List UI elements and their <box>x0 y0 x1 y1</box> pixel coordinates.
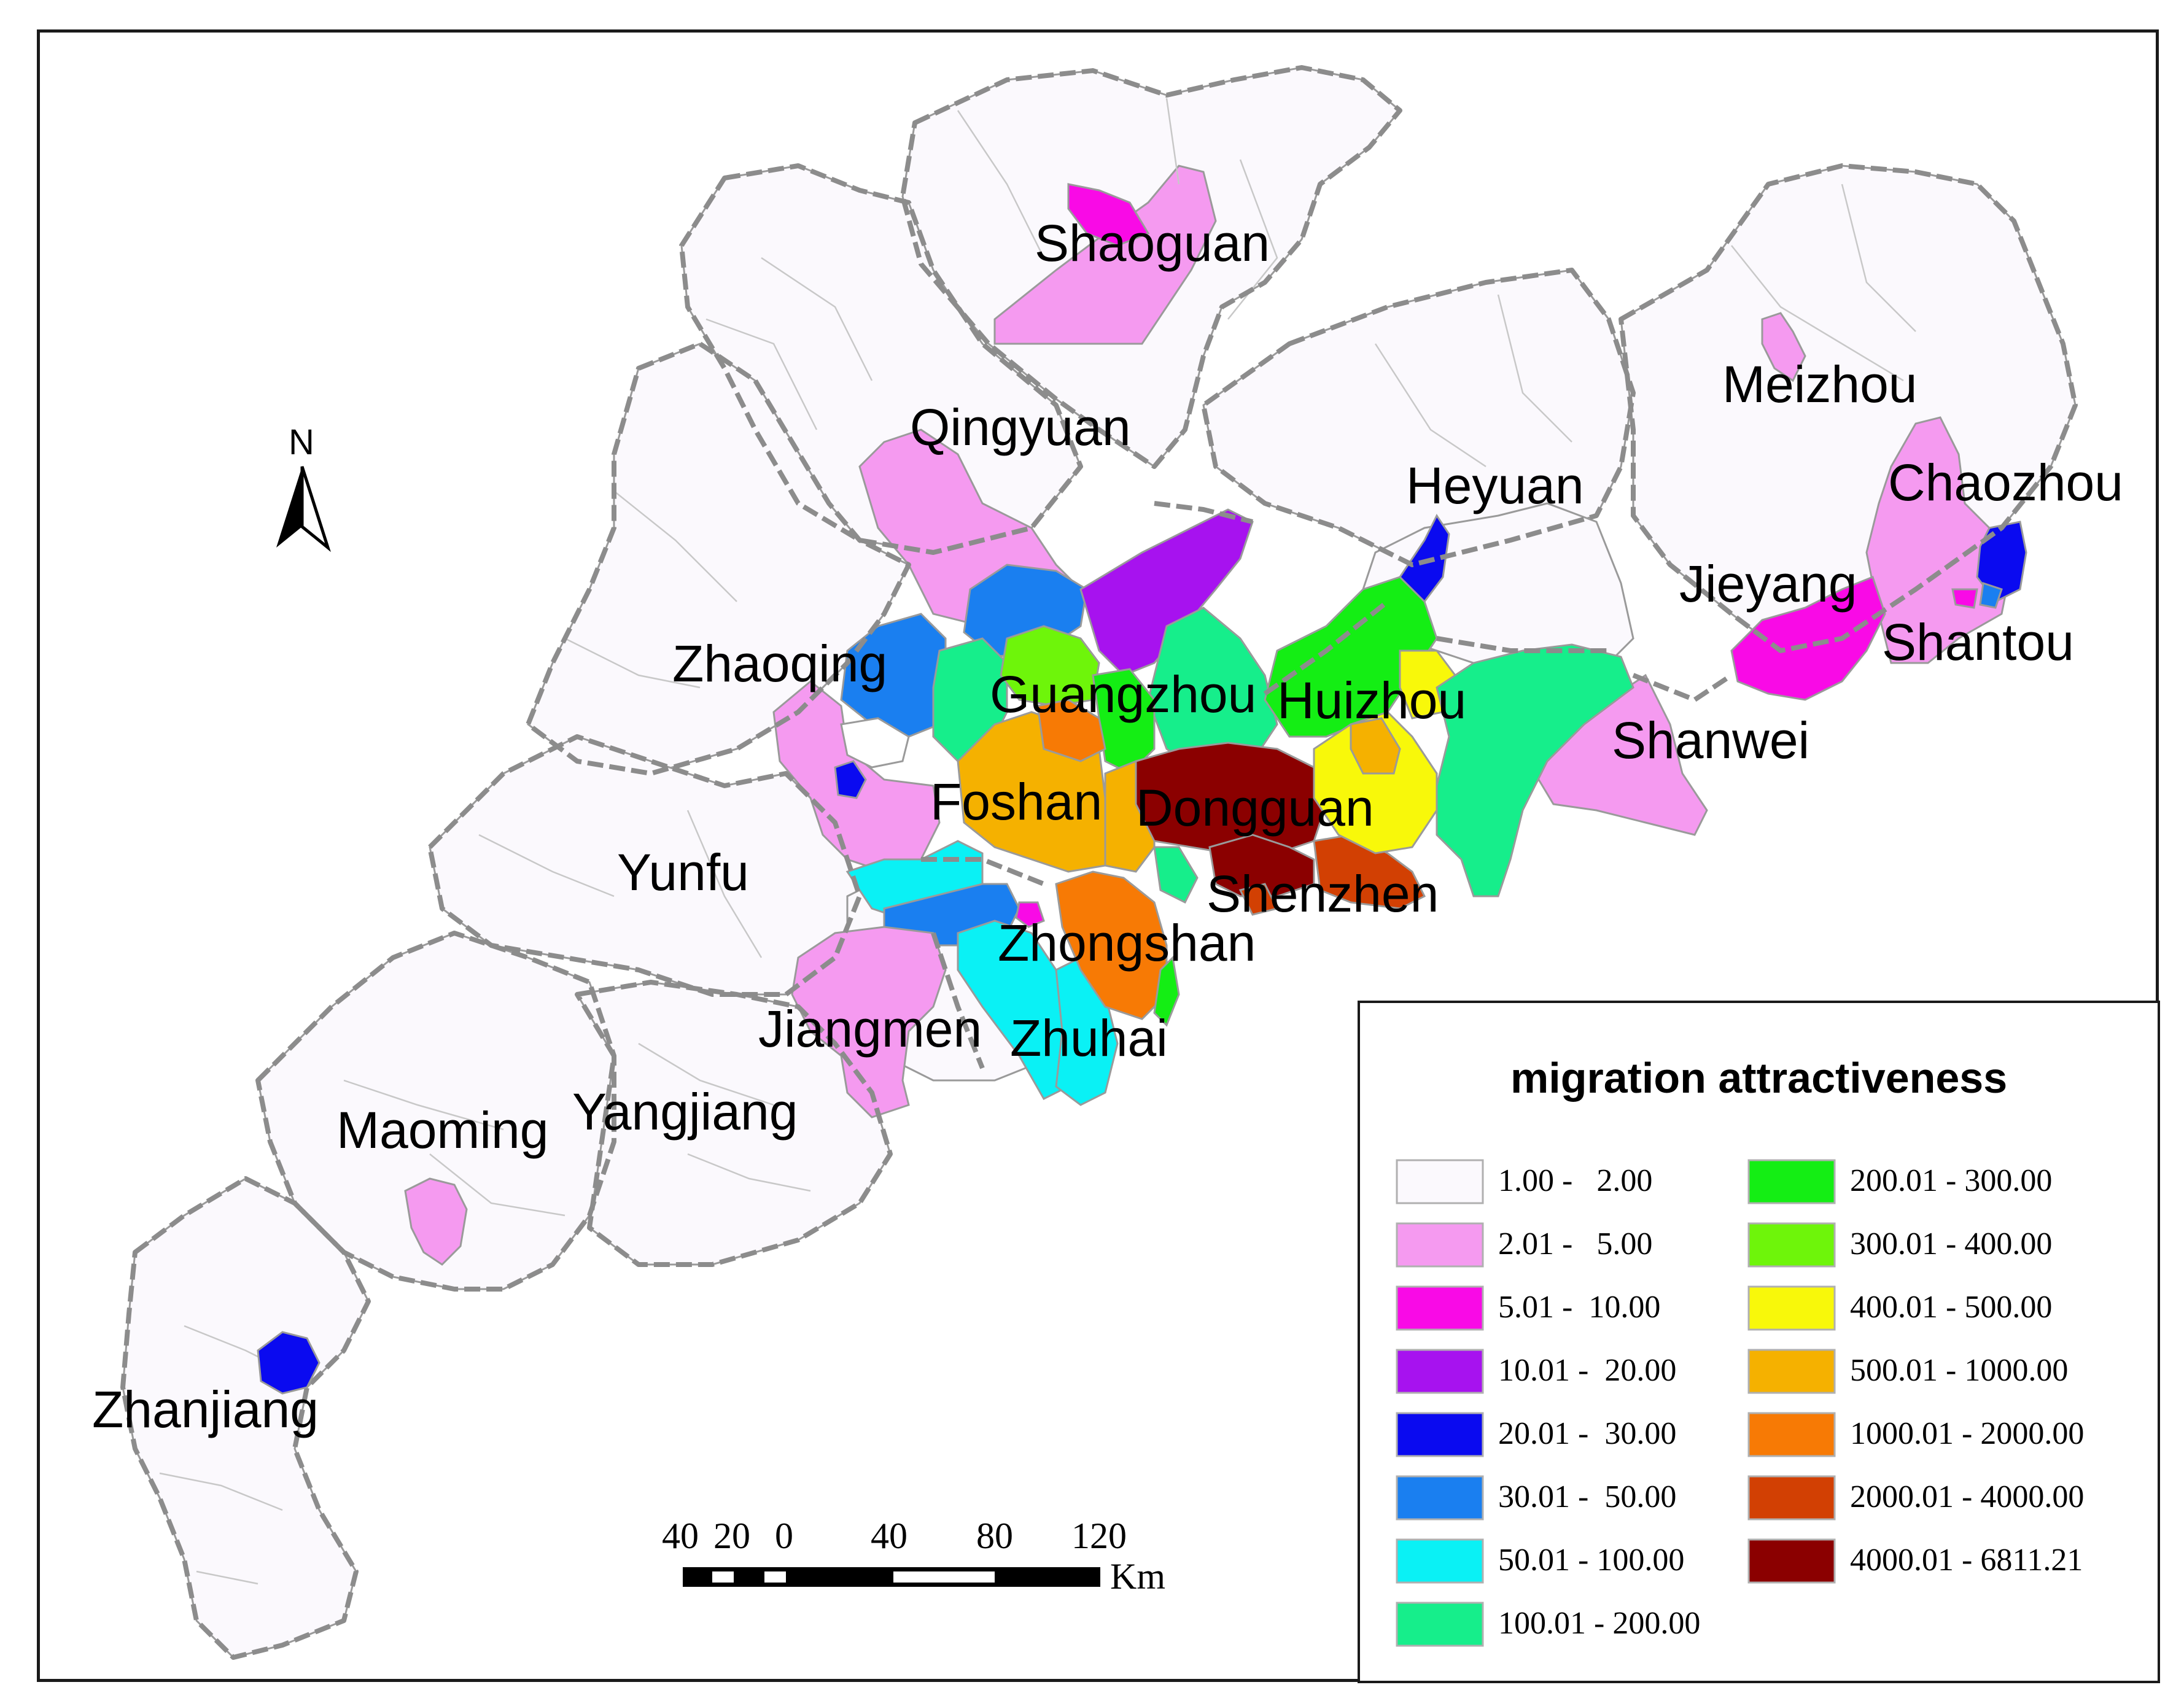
legend-swatch <box>1747 1222 1836 1268</box>
city-label-meizhou[interactable]: Meizhou <box>1722 355 1918 413</box>
legend-swatch <box>1396 1222 1484 1268</box>
legend-swatch <box>1396 1159 1484 1204</box>
legend-label: 200.01 - 300.00 <box>1850 1163 2052 1198</box>
scale-unit-label: Km <box>1110 1556 1165 1597</box>
legend-swatch <box>1396 1538 1484 1584</box>
city-label-yunfu[interactable]: Yunfu <box>617 843 749 901</box>
legend-items: 1.00 - 2.00 2.01 - 5.00 5.01 - 10.00 10.01 … <box>1396 1159 2084 1647</box>
city-label-zhanjiang[interactable]: Zhanjiang <box>92 1381 319 1438</box>
county-boundaries <box>159 98 1916 1585</box>
city-label-jiangmen[interactable]: Jiangmen <box>758 1000 982 1058</box>
legend-label: 1.00 - 2.00 <box>1498 1163 1652 1198</box>
city-label-shenzhen[interactable]: Shenzhen <box>1207 865 1439 923</box>
legend-label: 5.01 - 10.00 <box>1498 1290 1660 1325</box>
legend-label: 100.01 - 200.00 <box>1498 1606 1700 1641</box>
city-labels: Shaoguan Meizhou Qingyuan Heyuan Chaozho… <box>92 214 2123 1438</box>
legend-swatch <box>1747 1285 1836 1331</box>
legend-swatch <box>1396 1349 1484 1394</box>
legend-swatch <box>1396 1475 1484 1521</box>
city-label-foshan[interactable]: Foshan <box>930 773 1102 831</box>
city-label-shantou[interactable]: Shantou <box>1882 613 2074 671</box>
scale-tick-label: 80 <box>976 1516 1013 1556</box>
scale-tick-label: 0 <box>775 1516 793 1556</box>
prefecture-boundaries <box>120 65 2078 1660</box>
legend-swatch <box>1396 1285 1484 1331</box>
scale-tick-label: 120 <box>1071 1516 1127 1556</box>
city-label-guangzhou[interactable]: Guangzhou <box>990 665 1256 723</box>
legend-label: 2000.01 - 4000.00 <box>1850 1479 2084 1514</box>
legend-label: 20.01 - 30.00 <box>1498 1416 1676 1451</box>
scale-tick-label: 40 <box>871 1516 907 1556</box>
city-label-qingyuan[interactable]: Qingyuan <box>910 398 1131 456</box>
legend-swatch <box>1747 1475 1836 1521</box>
legend-swatch <box>1747 1538 1836 1584</box>
legend-label: 50.01 - 100.00 <box>1498 1543 1684 1578</box>
legend-swatch <box>1747 1349 1836 1394</box>
city-label-zhaoqing[interactable]: Zhaoqing <box>672 635 887 692</box>
city-label-dongguan[interactable]: Dongguan <box>1136 779 1374 837</box>
city-label-zhongshan[interactable]: Zhongshan <box>998 914 1256 972</box>
city-label-yangjiang[interactable]: Yangjiang <box>572 1083 798 1141</box>
legend-label: 1000.01 - 2000.00 <box>1850 1416 2084 1451</box>
legend-label: 400.01 - 500.00 <box>1850 1290 2052 1325</box>
legend-swatch <box>1396 1602 1484 1647</box>
scale-tick-label: 40 <box>662 1516 699 1556</box>
north-arrow-icon: N <box>276 422 331 552</box>
legend-label: 500.01 - 1000.00 <box>1850 1353 2068 1388</box>
legend-label: 4000.01 - 6811.21 <box>1850 1543 2083 1578</box>
scale-tick-label: 20 <box>713 1516 750 1556</box>
legend-swatch <box>1396 1412 1484 1457</box>
legend-label: 300.01 - 400.00 <box>1850 1226 2052 1261</box>
legend-label: 10.01 - 20.00 <box>1498 1353 1676 1388</box>
city-label-maoming[interactable]: Maoming <box>336 1101 548 1159</box>
city-label-jieyang[interactable]: Jieyang <box>1679 555 1857 613</box>
west-colored-regions <box>257 1177 468 1395</box>
legend-swatch <box>1747 1159 1836 1204</box>
legend-title: migration attractiveness <box>1510 1054 2007 1102</box>
north-arrow-label: N <box>289 422 314 462</box>
legend-label: 2.01 - 5.00 <box>1498 1226 1652 1261</box>
city-label-shanwei[interactable]: Shanwei <box>1612 711 1809 769</box>
city-label-zhuhai[interactable]: Zhuhai <box>1010 1009 1168 1067</box>
city-label-shaoguan[interactable]: Shaoguan <box>1035 214 1270 272</box>
city-label-huizhou[interactable]: Huizhou <box>1277 672 1466 729</box>
legend-label: 30.01 - 50.00 <box>1498 1479 1676 1514</box>
legend-swatch <box>1747 1412 1836 1457</box>
legend: migration attractiveness 1.00 - 2.00 2.01… <box>1358 1001 2160 1683</box>
scale-bar: 40 20 0 40 80 120 Km <box>662 1516 1165 1597</box>
city-label-heyuan[interactable]: Heyuan <box>1406 457 1584 514</box>
city-label-chaozhou[interactable]: Chaozhou <box>1888 454 2123 511</box>
prefecture-colored-regions <box>772 165 2027 1118</box>
